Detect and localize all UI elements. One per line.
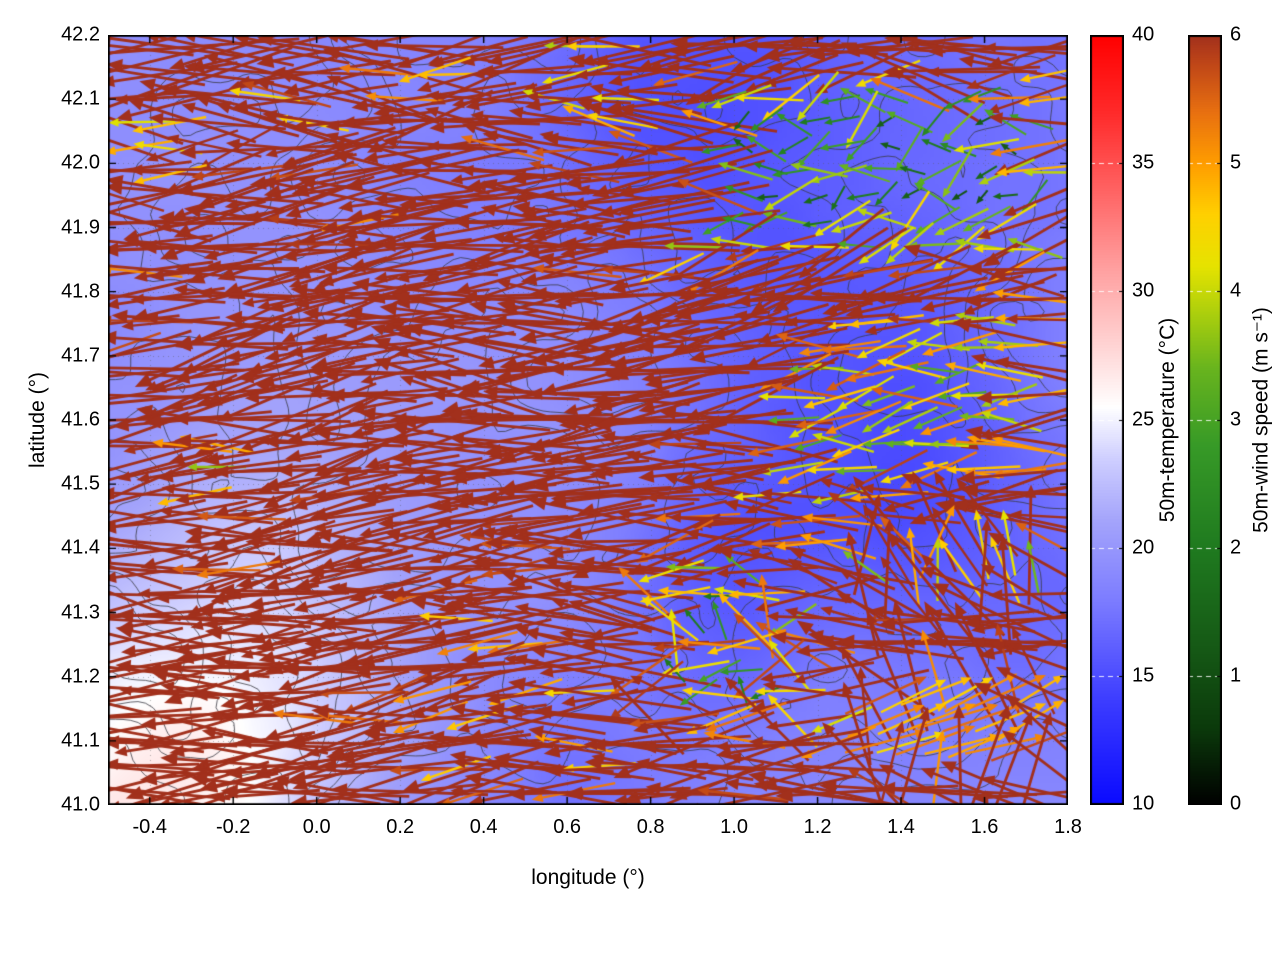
y-tick-label: 41.6: [61, 408, 100, 431]
temperature-tick-label: 35: [1132, 151, 1155, 174]
temperature-colorbar-label: 50m-temperature (°C): [1156, 317, 1179, 523]
wind-speed-tick-label: 6: [1230, 23, 1242, 46]
x-tick-label: 0.0: [302, 816, 331, 838]
x-tick-label: -0.2: [215, 816, 251, 838]
y-tick-label: 41.2: [61, 665, 100, 688]
x-tick-label: 0.6: [553, 816, 582, 838]
temperature-tick-label: 30: [1132, 279, 1155, 302]
y-axis-label: latitude (°): [26, 372, 49, 468]
y-tick-label: 41.9: [61, 216, 100, 238]
y-tick-label: 41.8: [61, 280, 100, 303]
temperature-tick-label: 15: [1132, 664, 1155, 687]
x-tick-label: 1.4: [887, 816, 915, 838]
temperature-tick-label: 20: [1132, 536, 1155, 559]
x-tick-label: 1.8: [1054, 816, 1082, 838]
y-tick-label: 41.1: [61, 729, 100, 752]
wind-speed-tick-label: 0: [1230, 792, 1242, 815]
temperature-tick-label: 25: [1132, 408, 1155, 430]
wind-speed-tick-label: 3: [1230, 408, 1242, 430]
y-tick-label: 42.0: [61, 151, 100, 174]
x-tick-label: 0.4: [469, 816, 498, 838]
temperature-tick-label: 40: [1132, 23, 1155, 46]
x-tick-label: 0.2: [386, 816, 415, 838]
y-tick-label: 42.2: [61, 23, 100, 46]
y-tick-label: 42.1: [61, 87, 100, 110]
x-tick-label: 1.6: [970, 816, 999, 838]
plot-area: [108, 35, 1068, 805]
x-tick-label: 1.0: [720, 816, 748, 838]
y-tick-label: 41.0: [61, 793, 100, 816]
wind-speed-tick-label: 5: [1230, 151, 1242, 174]
y-tick-label: 41.3: [61, 601, 100, 623]
y-tick-label: 41.7: [61, 344, 100, 367]
temperature-colorbar: [1090, 35, 1124, 805]
wind-speed-tick-label: 2: [1230, 536, 1242, 559]
x-axis-label: longitude (°): [531, 866, 645, 889]
x-tick-label: 1.2: [803, 816, 832, 838]
y-tick-label: 41.4: [61, 536, 100, 559]
temperature-tick-label: 10: [1132, 792, 1155, 815]
wind-speed-tick-label: 4: [1230, 279, 1242, 302]
y-tick-label: 41.5: [61, 472, 100, 495]
wind-speed-colorbar-label: 50m-wind speed (m s⁻¹): [1249, 307, 1273, 533]
x-tick-label: 0.8: [636, 816, 665, 838]
wind-speed-tick-label: 1: [1230, 664, 1242, 687]
x-tick-label: -0.4: [132, 816, 167, 838]
wind-speed-colorbar: [1188, 35, 1222, 805]
